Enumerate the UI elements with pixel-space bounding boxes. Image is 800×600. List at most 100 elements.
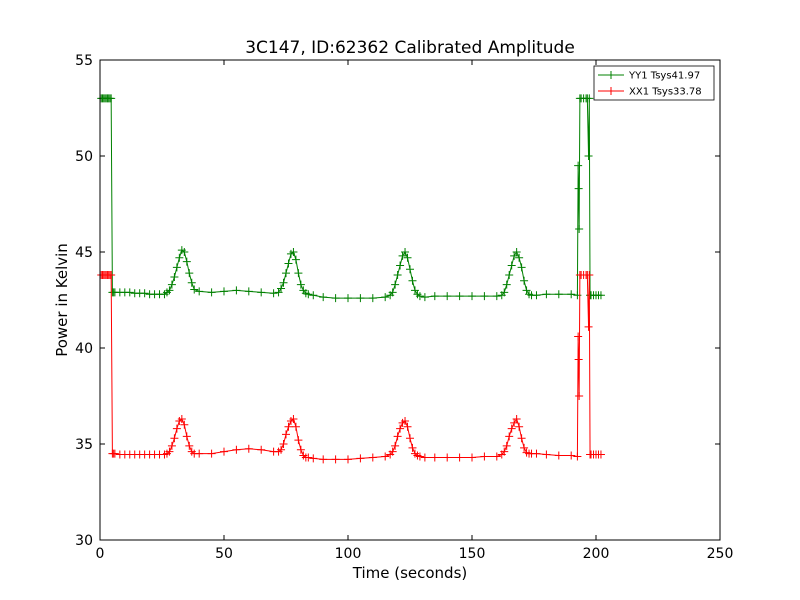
- data-point: [455, 453, 464, 462]
- data-point: [277, 445, 286, 454]
- data-point: [512, 248, 521, 256]
- data-point: [542, 450, 551, 459]
- data-point: [515, 253, 524, 262]
- data-point: [107, 271, 116, 280]
- data-point: [291, 422, 300, 431]
- data-point: [279, 278, 288, 287]
- legend: YY1 Tsys41.97 XX1 Tsys33.78: [593, 65, 715, 101]
- data-point: [182, 257, 191, 266]
- data-point: [585, 94, 594, 103]
- data-point: [368, 294, 377, 303]
- data-point: [294, 269, 303, 278]
- data-point: [443, 453, 452, 462]
- data-point: [309, 291, 318, 300]
- x-axis-label: Time (seconds): [352, 564, 468, 582]
- data-point: [170, 434, 179, 443]
- data-point: [257, 445, 266, 454]
- data-point: [403, 253, 412, 262]
- data-point: [185, 269, 194, 278]
- data-point: [232, 445, 241, 454]
- data-point: [500, 288, 509, 297]
- data-point: [408, 276, 417, 285]
- data-point: [596, 450, 605, 459]
- data-point: [175, 253, 184, 262]
- legend-marker-1: [607, 87, 615, 95]
- data-point: [517, 263, 526, 272]
- data-point: [356, 294, 365, 303]
- x-tick-label: 250: [707, 546, 734, 562]
- data-point: [180, 248, 189, 256]
- data-point: [284, 259, 293, 268]
- data-point: [574, 184, 583, 193]
- data-point: [505, 271, 514, 280]
- data-point: [567, 451, 576, 460]
- data-point: [185, 441, 194, 450]
- y-tick-label: 40: [75, 341, 93, 357]
- data-point: [177, 415, 186, 424]
- y-tick-label: 30: [75, 533, 93, 549]
- data-point: [532, 449, 541, 458]
- data-point: [190, 285, 199, 294]
- y-axis-label: Power in Kelvin: [53, 243, 71, 357]
- data-point: [468, 292, 476, 301]
- data-point: [344, 455, 352, 464]
- data-point: [401, 416, 410, 425]
- plot-area: [97, 94, 605, 464]
- data-point: [279, 440, 288, 448]
- data-point: [567, 290, 576, 299]
- data-point: [165, 447, 174, 456]
- data-point: [574, 355, 583, 364]
- data-point: [257, 288, 266, 297]
- data-point: [356, 454, 365, 463]
- data-point: [244, 287, 253, 296]
- data-point: [381, 293, 390, 302]
- data-point: [284, 422, 293, 431]
- series-markers-0: [97, 94, 605, 303]
- data-point: [294, 436, 303, 445]
- data-point: [420, 453, 429, 462]
- data-point: [502, 441, 511, 450]
- data-point: [574, 161, 583, 170]
- data-point: [110, 449, 119, 458]
- data-point: [244, 444, 253, 453]
- data-point: [167, 280, 176, 289]
- legend-label-1: XX1 Tsys33.78: [629, 87, 702, 98]
- data-point: [574, 332, 583, 341]
- data-point: [125, 288, 134, 297]
- legend-box: [593, 65, 715, 101]
- data-point: [291, 255, 300, 264]
- y-tick-label: 45: [75, 245, 93, 261]
- data-point: [502, 280, 511, 289]
- data-point: [180, 420, 189, 429]
- data-point: [388, 288, 397, 297]
- data-point: [512, 415, 521, 424]
- data-point: [195, 287, 204, 296]
- data-point: [584, 322, 593, 331]
- data-point: [304, 453, 313, 462]
- data-point: [492, 292, 501, 301]
- data-point: [304, 290, 313, 299]
- data-point: [415, 292, 424, 301]
- data-point: [393, 432, 402, 441]
- y-tick-label: 35: [75, 437, 93, 453]
- data-point: [575, 224, 584, 233]
- data-point: [468, 453, 476, 462]
- data-point: [381, 452, 390, 461]
- data-point: [596, 291, 605, 300]
- data-point: [207, 449, 216, 458]
- data-point: [277, 284, 286, 293]
- data-point: [403, 422, 412, 431]
- legend-marker-0: [607, 71, 615, 79]
- data-point: [406, 434, 414, 443]
- data-point: [232, 286, 241, 295]
- data-point: [331, 294, 340, 303]
- data-point: [167, 441, 176, 450]
- data-point: [585, 271, 594, 280]
- x-tick-label: 200: [583, 546, 610, 562]
- data-point: [430, 292, 439, 301]
- data-point: [296, 280, 305, 289]
- data-point: [542, 290, 551, 299]
- data-point: [269, 289, 278, 298]
- data-point: [455, 292, 464, 301]
